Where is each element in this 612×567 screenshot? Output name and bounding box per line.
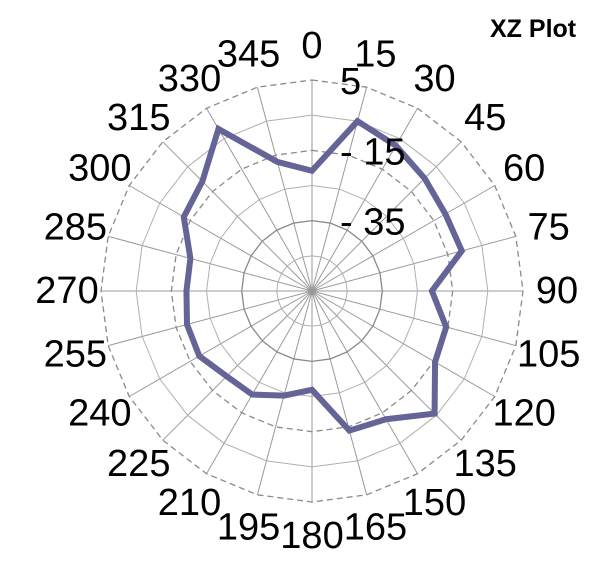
grid-ring <box>241 220 383 362</box>
grid-ring <box>100 79 524 503</box>
angle-label-285: 285 <box>44 207 107 249</box>
angle-label-45: 45 <box>464 97 506 139</box>
angle-label-195: 195 <box>217 507 280 549</box>
angle-label-150: 150 <box>403 482 466 524</box>
series-line-1 <box>180 117 466 435</box>
radial-tick-label: - 35 <box>340 202 405 244</box>
angle-label-210: 210 <box>158 482 221 524</box>
angle-label-75: 75 <box>528 207 570 249</box>
angle-label-240: 240 <box>68 393 131 435</box>
angle-label-270: 270 <box>35 270 98 312</box>
angle-label-105: 105 <box>517 333 580 375</box>
angle-label-60: 60 <box>503 148 545 190</box>
angle-label-120: 120 <box>492 393 555 435</box>
grid-ring <box>205 184 419 398</box>
angle-label-0: 0 <box>301 25 322 67</box>
angle-label-90: 90 <box>536 270 578 312</box>
angle-label-225: 225 <box>107 443 170 485</box>
angle-label-300: 300 <box>68 148 131 190</box>
angle-label-345: 345 <box>217 33 280 75</box>
angle-label-165: 165 <box>344 507 407 549</box>
angle-label-30: 30 <box>413 58 455 100</box>
angle-tick-labels: 0 153045607590105120135150165180195210225… <box>35 25 580 557</box>
angle-label-180: 180 <box>280 515 343 557</box>
angle-label-330: 330 <box>158 58 221 100</box>
grid-ring <box>135 114 489 468</box>
grid-ring <box>170 149 454 433</box>
angle-label-15: 15 <box>354 33 396 75</box>
angle-label-135: 135 <box>454 443 517 485</box>
radial-tick-labels: - 35 - 15 5 <box>340 61 405 244</box>
grid-ring <box>276 255 348 327</box>
polar-grid <box>100 79 524 503</box>
angle-label-255: 255 <box>44 333 107 375</box>
radial-tick-label: 5 <box>340 61 361 103</box>
angle-label-315: 315 <box>107 97 170 139</box>
radial-tick-label: - 15 <box>340 131 405 173</box>
chart-title: XZ Plot <box>490 15 577 43</box>
series-layer <box>180 117 466 435</box>
